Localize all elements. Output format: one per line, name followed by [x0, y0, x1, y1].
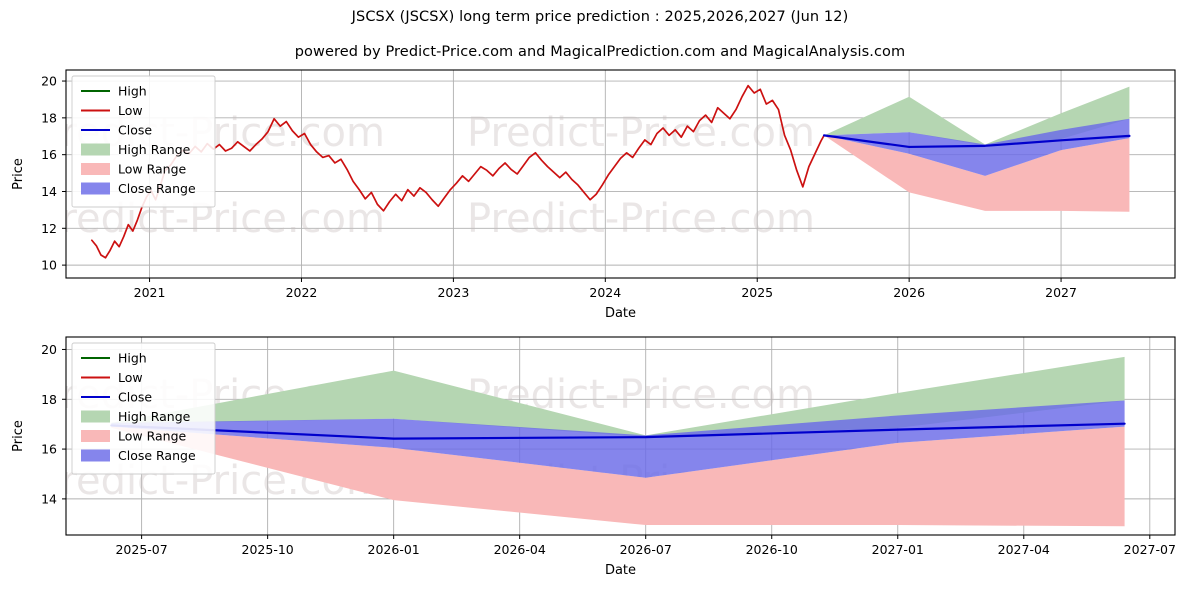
x-tick-label: 2027-01 [872, 542, 924, 557]
low-range-band [824, 135, 1130, 212]
x-tick-label: 2021 [134, 285, 166, 300]
legend-item-label: Low [118, 103, 143, 118]
x-tick-label: 2022 [286, 285, 318, 300]
legend-top: High Low Close High Range Low Range Close Ran… [71, 75, 216, 208]
y-tick-label: 16 [41, 442, 57, 457]
y-tick-label: 20 [41, 342, 57, 357]
legend-bottom: High Low Close High Range Low Range Close Ran… [71, 342, 216, 475]
close-forecast-line [110, 422, 1126, 440]
legend-item-label: Low Range [118, 429, 187, 444]
legend-item-label: Low Range [118, 162, 187, 177]
legend-swatch-patch [81, 449, 110, 462]
page-title: JSCSX (JSCSX) long term price prediction… [351, 9, 849, 25]
x-tick-label: 2026-01 [368, 542, 420, 557]
legend-item-label: High [118, 84, 147, 99]
legend-swatch-patch [81, 410, 110, 423]
y-tick-label: 16 [41, 147, 57, 162]
close-range-band [111, 400, 1125, 478]
watermark-text: Predict-Price.com [467, 110, 815, 156]
legend-item-label: High Range [118, 142, 191, 157]
close-range-band [824, 118, 1130, 176]
y-tick-label: 14 [41, 491, 57, 506]
x-tick-label: 2027 [1045, 285, 1077, 300]
y-tick-label: 12 [41, 221, 57, 236]
y-tick-label: 10 [41, 258, 57, 273]
legend-swatch-patch [81, 182, 110, 195]
x-tick-label: 2027-04 [998, 542, 1050, 557]
axes-frame-top [65, 69, 1176, 279]
x-tick-label: 2027-07 [1124, 542, 1176, 557]
gridlines-top [66, 70, 1175, 278]
legend-swatch-patch [81, 163, 110, 175]
legend-item-label: Close [118, 123, 152, 138]
legend-item-label: Close Range [118, 181, 196, 196]
close-forecast-line [822, 134, 1131, 149]
low-range-band [111, 426, 1125, 527]
y-tick-label: 14 [41, 184, 57, 199]
x-axis-title: Date [605, 563, 636, 578]
legend-item-label: Close [118, 390, 152, 405]
y-tick-label: 18 [41, 110, 57, 125]
x-tick-label: 2024 [589, 285, 621, 300]
x-axis-title: Date [605, 306, 636, 321]
x-tick-label: 2025-10 [242, 542, 294, 557]
x-tick-label: 2026 [893, 285, 925, 300]
high-range-band [824, 86, 1130, 146]
legend-item-label: High Range [118, 409, 191, 424]
x-tick-label: 2025 [741, 285, 773, 300]
y-tick-label: 18 [41, 392, 57, 407]
legend-item-label: High [118, 351, 147, 366]
panel-bottom: Predict-Price.comPredict-Price.comPredic… [11, 336, 1176, 578]
legend-item-label: Close Range [118, 448, 196, 463]
legend-swatch-patch [81, 143, 110, 156]
x-tick-label: 2023 [437, 285, 469, 300]
page-subtitle: powered by Predict-Price.com and Magical… [294, 44, 906, 60]
legend-item-label: Low [118, 370, 143, 385]
legend-swatch-patch [81, 430, 110, 442]
x-tick-label: 2026-04 [494, 542, 546, 557]
high-range-band [111, 356, 1125, 438]
x-tick-label: 2026-10 [746, 542, 798, 557]
x-tick-label: 2025-07 [115, 542, 167, 557]
y-axis-title: Price [11, 158, 26, 190]
axes-frame-bottom [65, 336, 1176, 536]
y-tick-label: 20 [41, 74, 57, 89]
x-tick-label: 2026-07 [620, 542, 672, 557]
y-axis-title: Price [11, 420, 26, 452]
watermark-text: Predict-Price.com [467, 196, 815, 242]
